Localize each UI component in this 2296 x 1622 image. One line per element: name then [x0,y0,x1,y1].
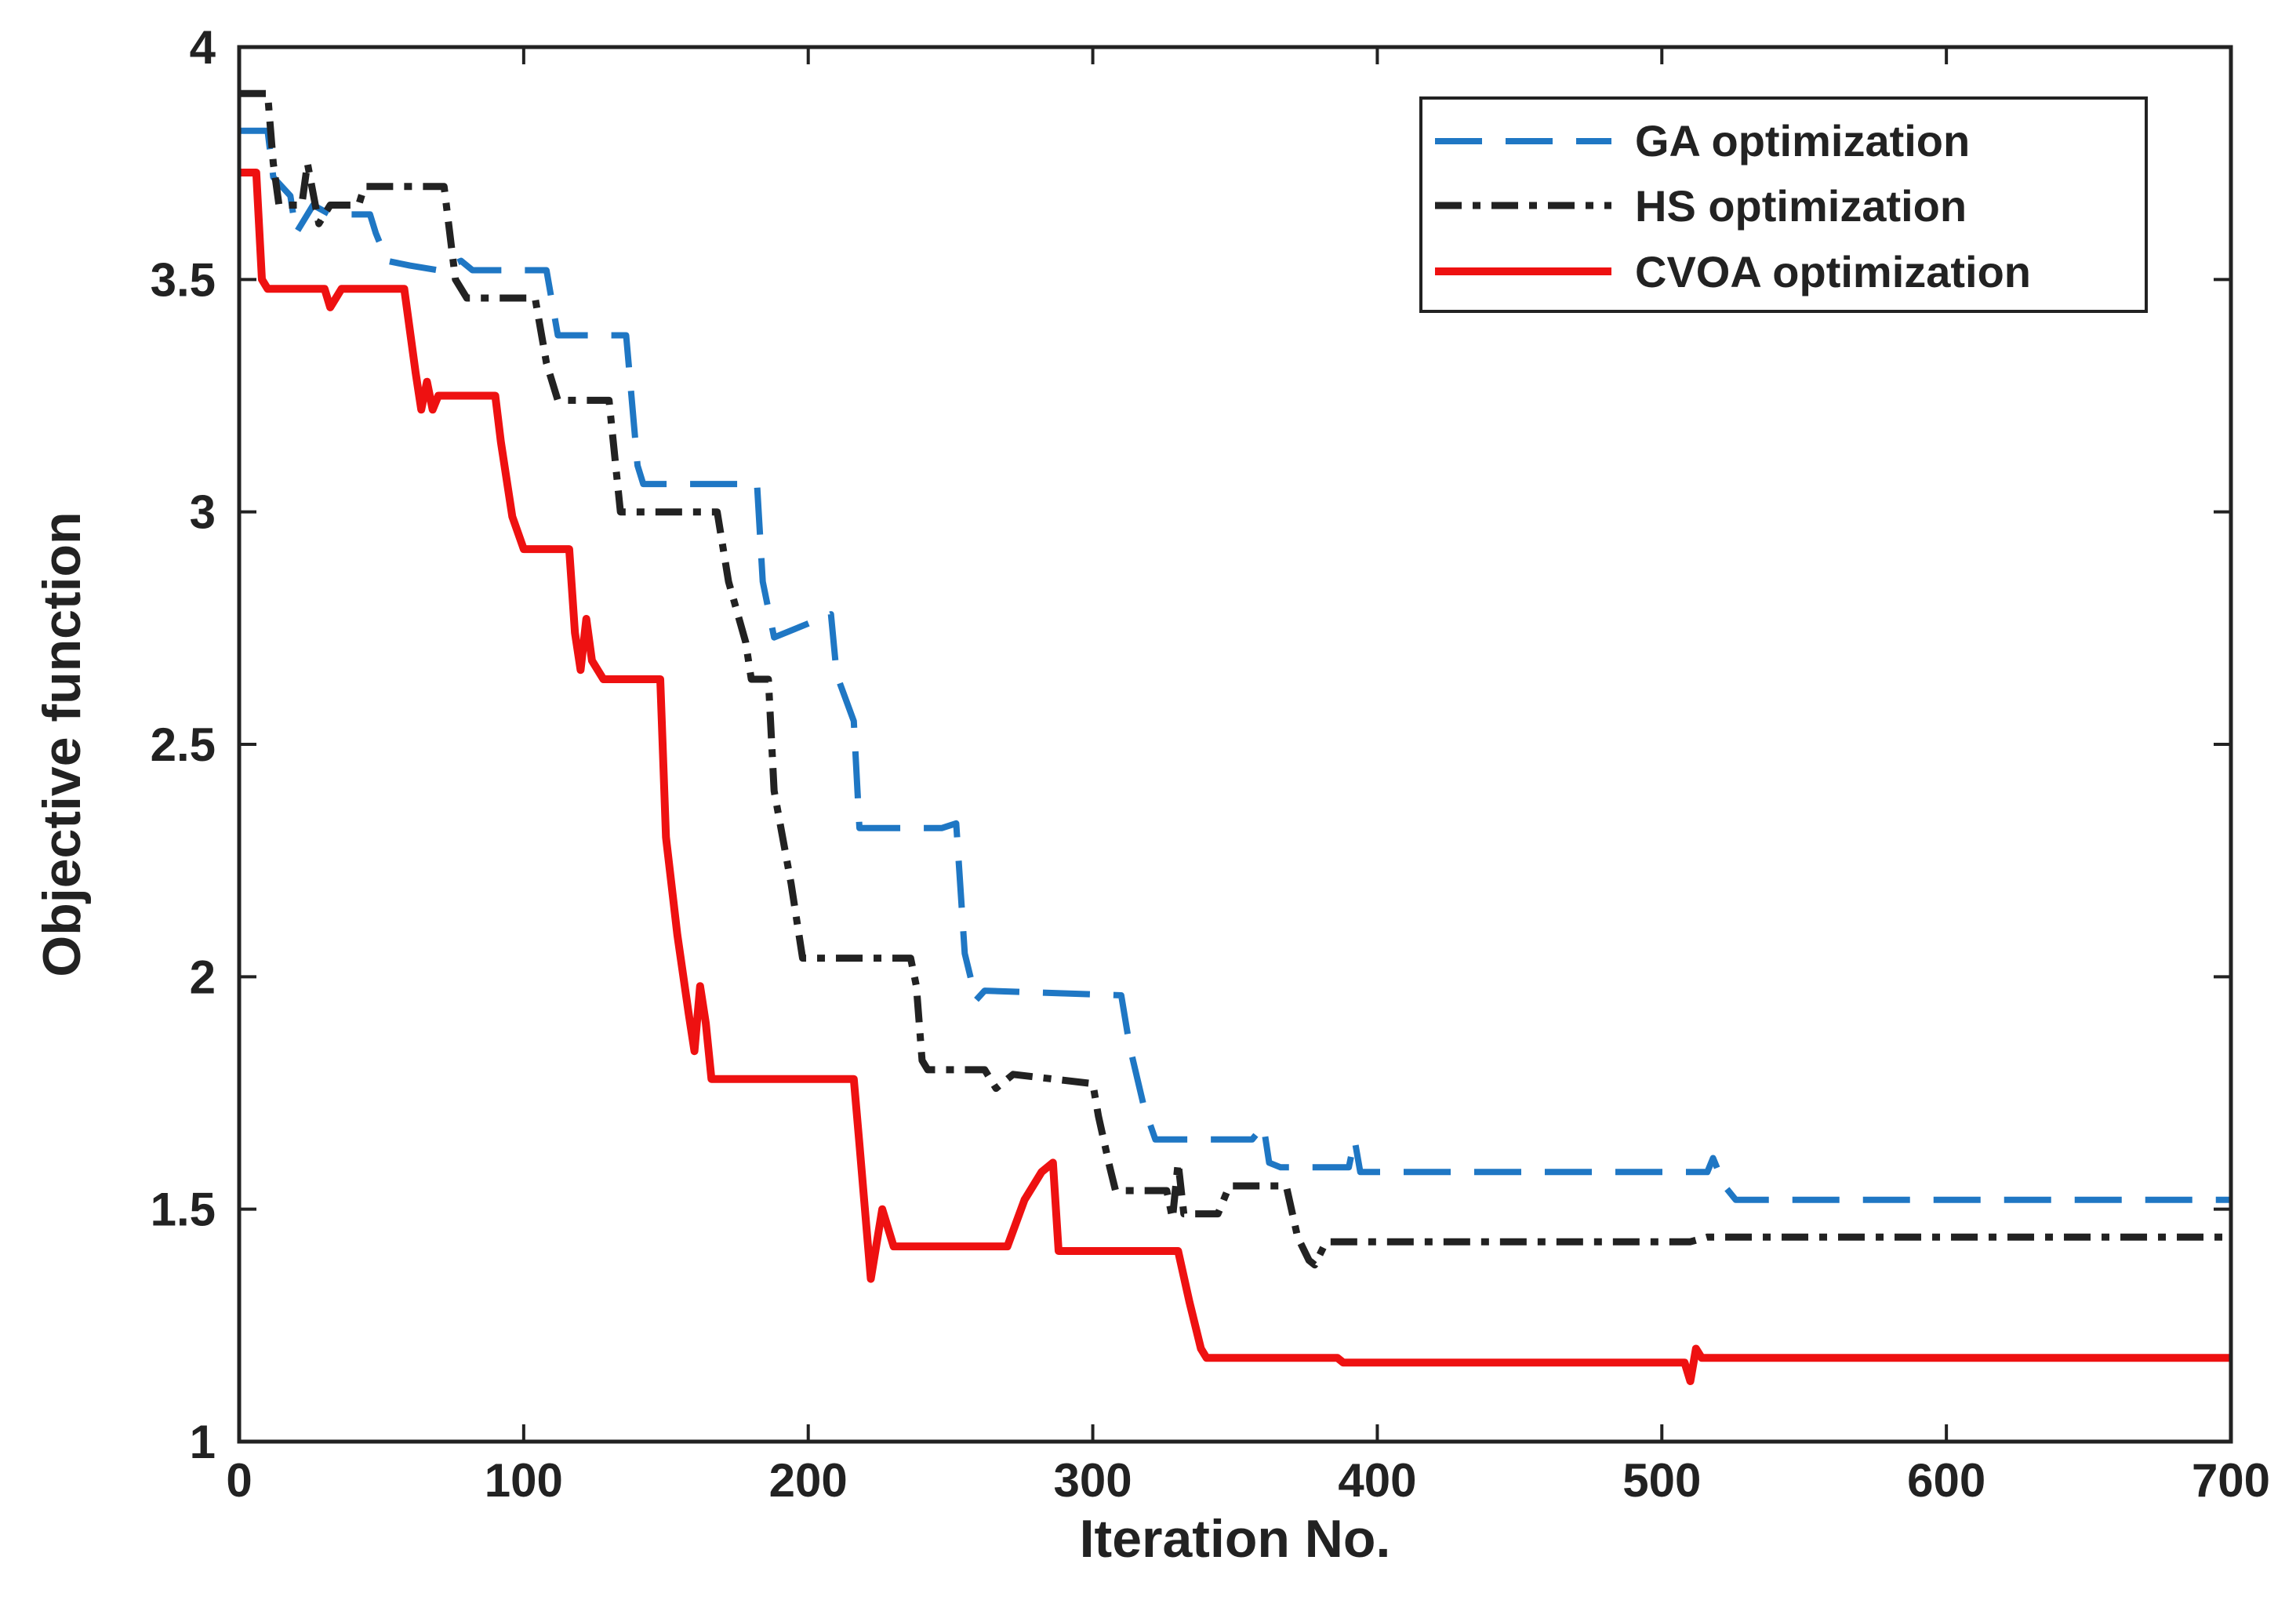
legend-label-hs: HS optimization [1635,181,1967,231]
x-axis-title: Iteration No. [1080,1509,1391,1569]
x-tick-label: 400 [1338,1454,1416,1507]
y-axis-title: Objective function [32,511,92,976]
x-tick-label: 700 [2192,1454,2270,1507]
legend-label-cvoa: CVOA optimization [1635,247,2031,296]
x-tick-label: 300 [1054,1454,1132,1507]
y-tick-label: 3 [190,486,216,539]
x-tick-label: 600 [1907,1454,1985,1507]
series-line-cvoa [239,169,2231,1385]
x-tick-label: 100 [485,1454,563,1507]
y-tick-label: 3.5 [151,253,216,306]
x-tick-label: 500 [1622,1454,1701,1507]
legend-label-ga: GA optimization [1635,116,1970,165]
series-line-ga [239,127,2231,1203]
x-tick-label: 200 [769,1454,848,1507]
ticks-layer: 0 100 200 300 400 500 600 700 1 1.5 2 2.5 3 3.5 4 [151,21,2270,1507]
y-tick-label: 2 [190,951,216,1003]
series-line-hs [239,89,2231,1269]
y-tick-label: 4 [190,21,216,74]
legend: GA optimization HS optimization CVOA opt… [1419,96,2148,313]
x-tick-label: 0 [226,1454,252,1507]
series-layer [239,89,2231,1385]
y-tick-label: 1 [190,1416,216,1468]
legend-box [1419,96,2148,313]
y-tick-label: 2.5 [151,718,216,771]
y-tick-label: 1.5 [151,1184,216,1236]
